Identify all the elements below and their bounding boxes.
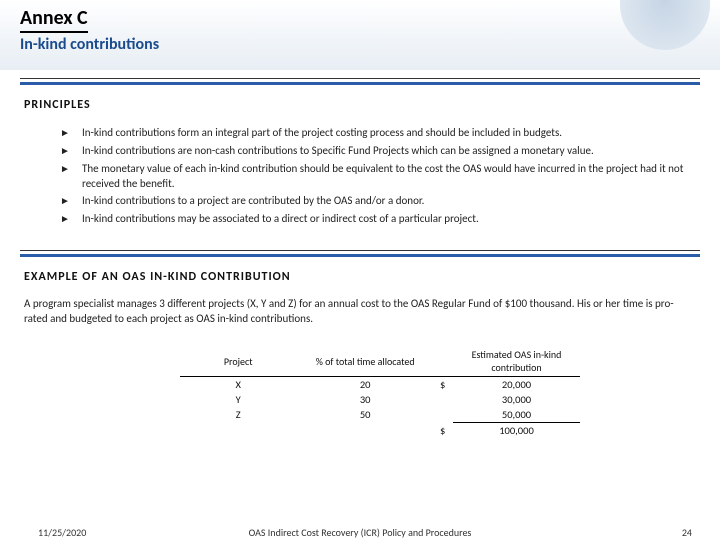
cell-pct: 20 — [296, 377, 434, 393]
cell-value: 30,000 — [453, 392, 580, 407]
cell-value: 20,000 — [453, 377, 580, 393]
cell-currency: $ — [434, 377, 453, 393]
table-header-contribution: Estimated OAS in-kind contribution — [453, 346, 580, 377]
divider-thin-2 — [20, 250, 700, 251]
divider-thin-1 — [20, 78, 700, 79]
list-item: In-kind contributions are non-cash contr… — [60, 144, 696, 159]
footer-page: 24 — [682, 526, 692, 539]
cell-total: 100,000 — [453, 423, 580, 439]
list-item: The monetary value of each in-kind contr… — [60, 162, 696, 192]
divider-blue-1 — [20, 82, 700, 85]
subtitle: In-kind contributions — [20, 35, 159, 54]
table-row: Y 30 30,000 — [180, 392, 580, 407]
footer-title: OAS Indirect Cost Recovery (ICR) Policy … — [0, 526, 720, 539]
table-row: X 20 $ 20,000 — [180, 377, 580, 393]
principles-heading: PRINCIPLES — [24, 98, 91, 112]
cell-project: X — [180, 377, 296, 393]
title-block: Annex C In-kind contributions — [20, 6, 159, 54]
annex-title: Annex C — [20, 6, 88, 33]
contribution-table: Project % of total time allocated Estima… — [180, 346, 580, 438]
example-heading: EXAMPLE OF AN OAS IN-KIND CONTRIBUTION — [24, 270, 291, 284]
cell-currency: $ — [434, 423, 453, 439]
example-text: A program specialist manages 3 different… — [24, 296, 696, 327]
cell-project: Y — [180, 392, 296, 407]
table-header-pct: % of total time allocated — [296, 346, 434, 377]
cell-pct: 50 — [296, 407, 434, 423]
cell-project: Z — [180, 407, 296, 423]
table-row: Z 50 50,000 — [180, 407, 580, 423]
table-header-project: Project — [180, 346, 296, 377]
list-item: In-kind contributions may be associated … — [60, 212, 696, 227]
cell-value: 50,000 — [453, 407, 580, 423]
divider-blue-2 — [20, 254, 700, 257]
list-item: In-kind contributions form an integral p… — [60, 126, 696, 141]
cell-pct: 30 — [296, 392, 434, 407]
table-total-row: $ 100,000 — [180, 423, 580, 439]
principles-list: In-kind contributions form an integral p… — [60, 126, 696, 230]
list-item: In-kind contributions to a project are c… — [60, 194, 696, 209]
